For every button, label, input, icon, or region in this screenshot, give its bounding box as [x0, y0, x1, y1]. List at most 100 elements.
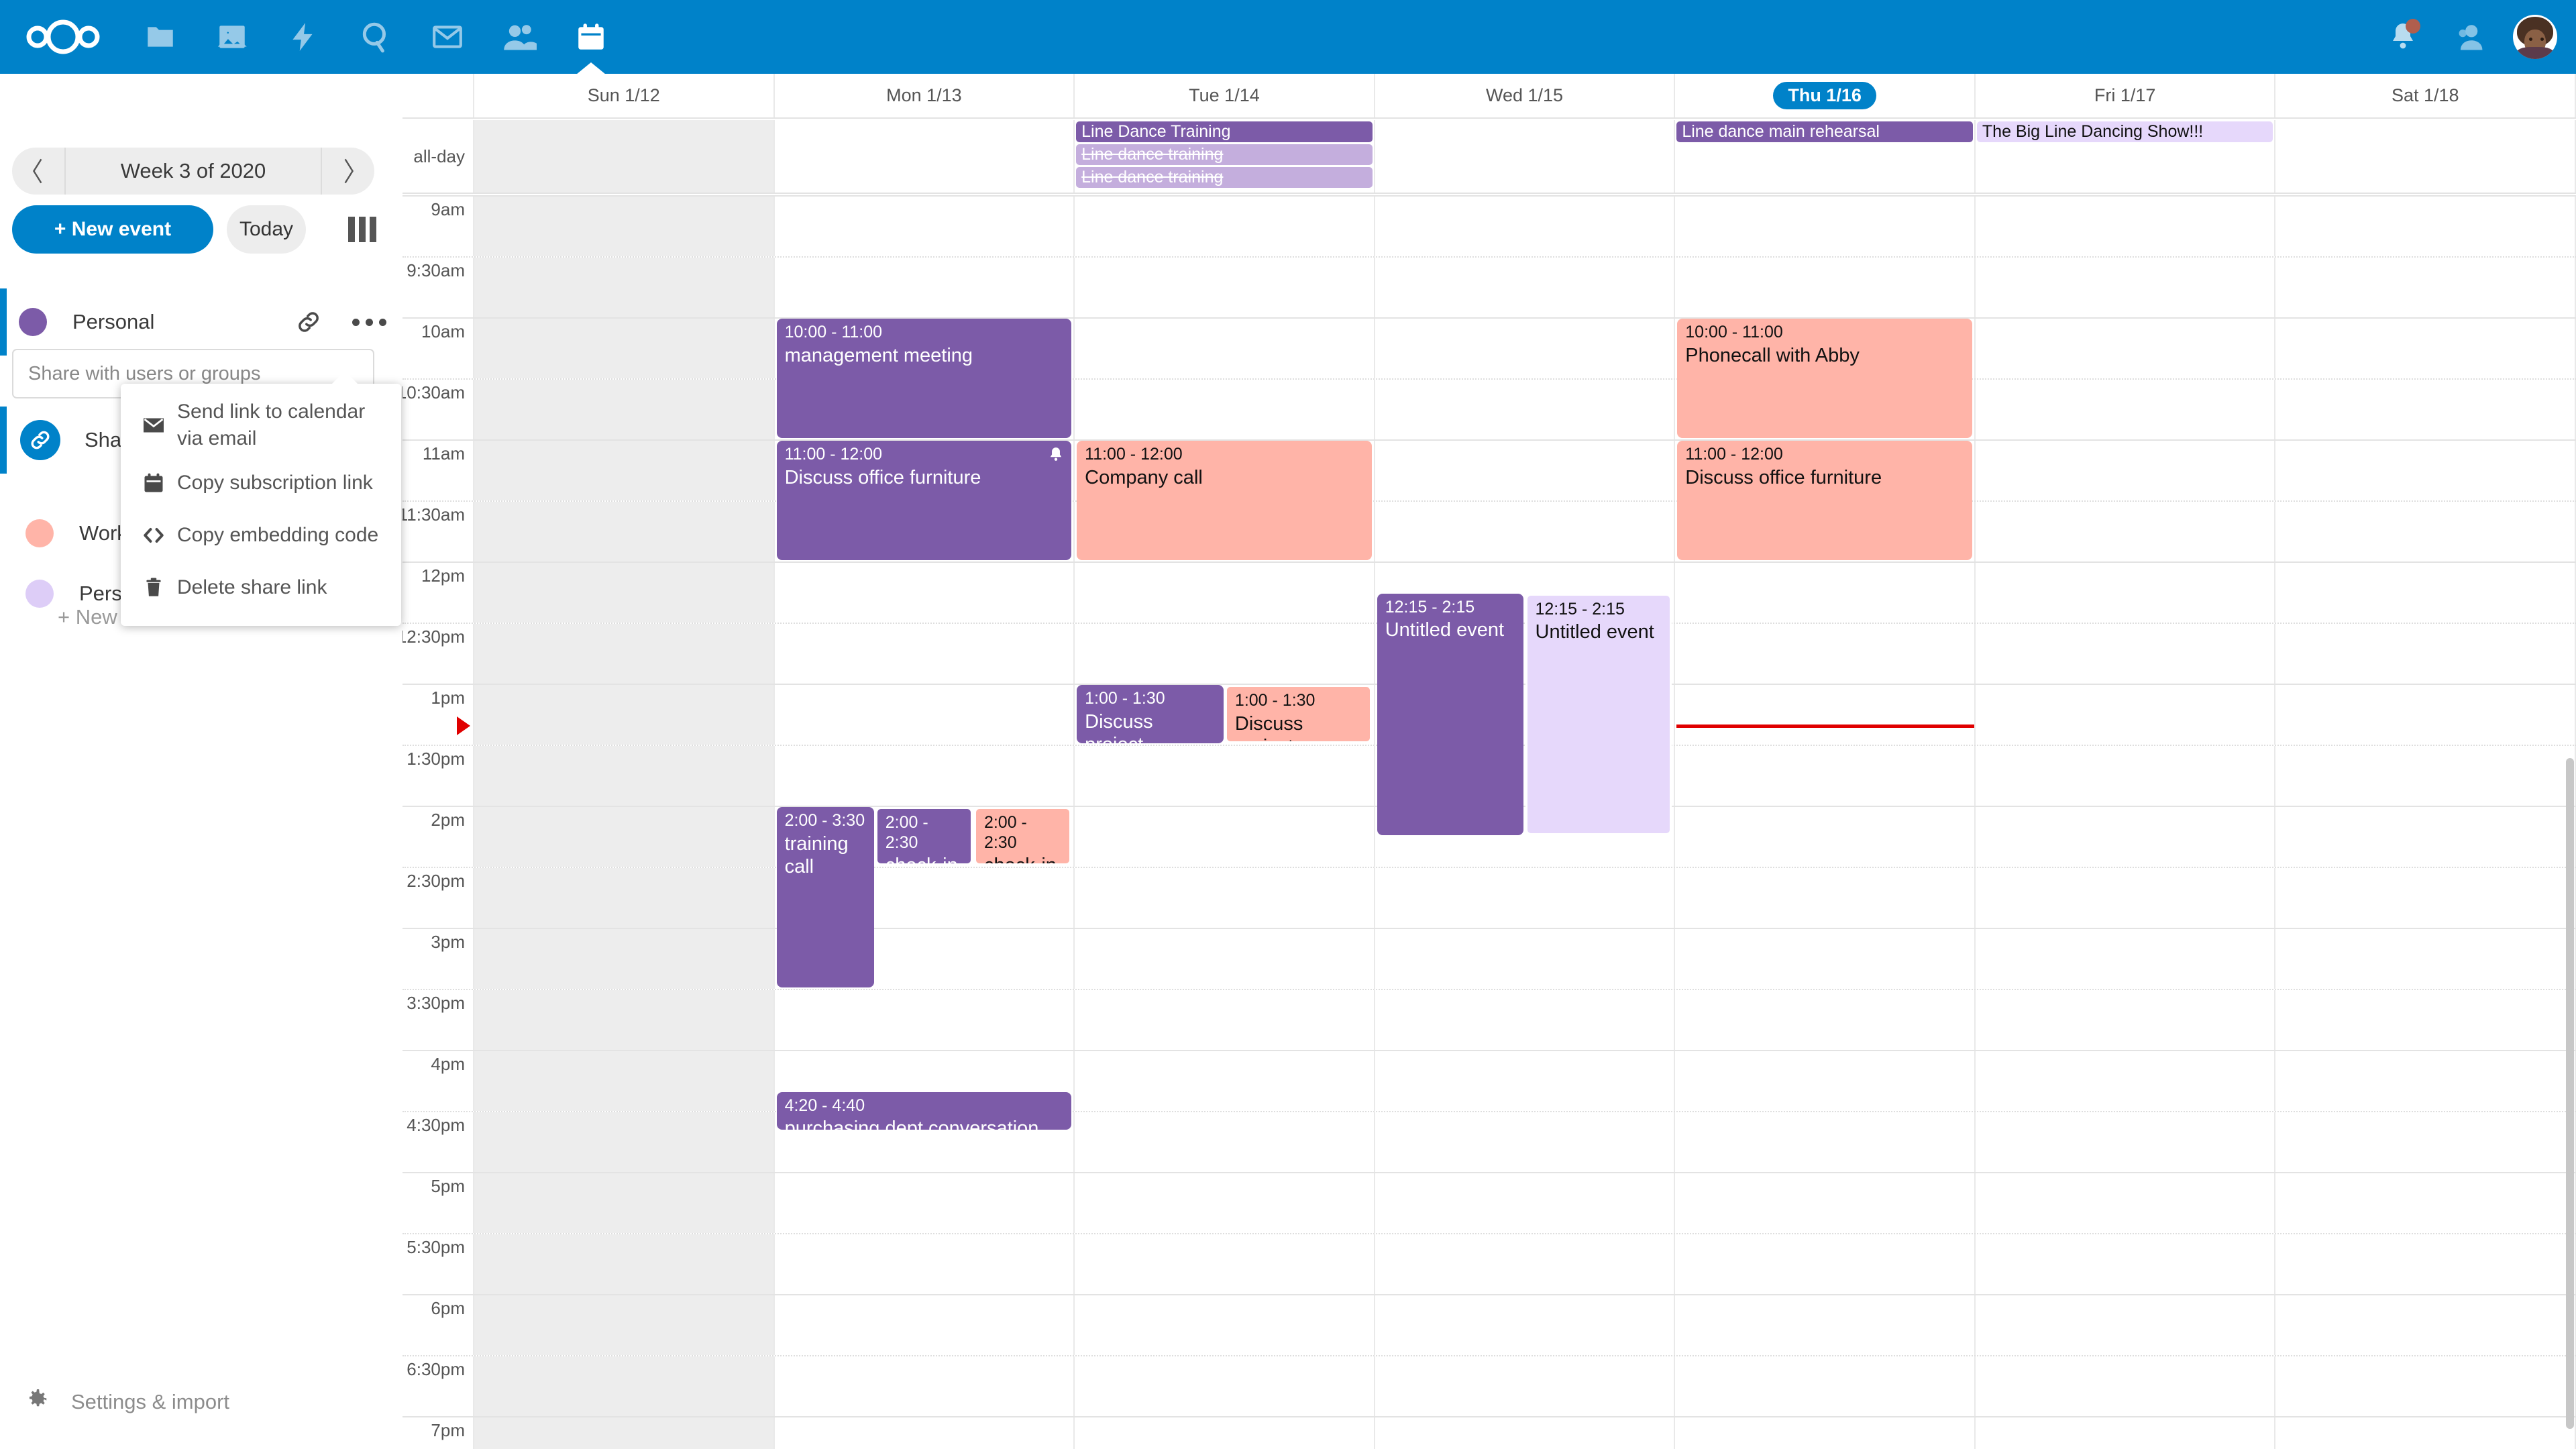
time-slot-cell[interactable] — [1375, 1234, 1676, 1294]
time-slot-cell[interactable] — [1976, 1051, 2276, 1111]
time-slot-cell[interactable] — [1075, 380, 1375, 439]
files-icon[interactable] — [124, 0, 196, 74]
time-slot-cell[interactable] — [474, 502, 775, 561]
time-slot-cell[interactable] — [474, 1173, 775, 1233]
time-slot-cell[interactable] — [1675, 807, 1976, 867]
time-slot-cell[interactable] — [775, 197, 1075, 256]
time-slot-cell[interactable] — [474, 258, 775, 317]
time-slot-cell[interactable] — [1075, 990, 1375, 1050]
calendar-event[interactable]: 2:00 - 2:30 check-in — [875, 807, 973, 865]
time-slot-cell[interactable] — [1675, 1112, 1976, 1172]
time-slot-cell[interactable] — [1375, 1295, 1676, 1355]
time-slot-cell[interactable] — [1675, 563, 1976, 623]
time-slot-cell[interactable] — [1976, 380, 2276, 439]
calendar-event[interactable]: 2:00 - 3:30 training call — [776, 807, 874, 987]
time-slot-cell[interactable] — [1976, 319, 2276, 378]
day-header-3[interactable]: Wed 1/15 — [1375, 74, 1676, 117]
time-slot-cell[interactable] — [775, 1112, 1075, 1172]
menu-item-copy-embedding-code[interactable]: Copy embedding code — [121, 509, 401, 561]
time-slot-cell[interactable] — [2275, 685, 2576, 745]
time-slot-cell[interactable] — [1976, 868, 2276, 928]
time-slot-cell[interactable] — [474, 319, 775, 378]
time-slot-cell[interactable] — [1976, 1295, 2276, 1355]
previous-week-button[interactable] — [12, 148, 64, 195]
time-slot-cell[interactable] — [474, 807, 775, 867]
time-slot-cell[interactable] — [1675, 1173, 1976, 1233]
time-slot-cell[interactable] — [1075, 1173, 1375, 1233]
time-slot-cell[interactable] — [1375, 563, 1676, 623]
time-slot-cell[interactable] — [1675, 441, 1976, 500]
time-slot-cell[interactable] — [775, 807, 1075, 867]
time-slot-cell[interactable] — [1075, 1417, 1375, 1449]
time-slot-cell[interactable] — [775, 1173, 1075, 1233]
all-day-cell-6[interactable] — [2275, 120, 2576, 193]
time-slot-cell[interactable] — [1976, 1112, 2276, 1172]
time-slot-cell[interactable] — [775, 1295, 1075, 1355]
time-slot-cell[interactable] — [1375, 1173, 1676, 1233]
time-slot-cell[interactable] — [1375, 685, 1676, 745]
time-slot-cell[interactable] — [474, 868, 775, 928]
column-view-icon[interactable] — [335, 205, 389, 254]
time-slot-cell[interactable] — [1375, 929, 1676, 989]
time-slot-cell[interactable] — [775, 746, 1075, 806]
time-slot-cell[interactable] — [1675, 685, 1976, 745]
time-slot-cell[interactable] — [474, 1051, 775, 1111]
time-slot-cell[interactable] — [1976, 502, 2276, 561]
time-slot-cell[interactable] — [474, 990, 775, 1050]
sidebar-item-calendar-personal[interactable]: Personal — [0, 288, 402, 356]
time-slot-cell[interactable] — [2275, 929, 2576, 989]
calendar-event[interactable]: 10:00 - 11:00 management meeting — [776, 319, 1072, 438]
time-slot-cell[interactable] — [1375, 807, 1676, 867]
calendar-more-icon[interactable] — [347, 301, 390, 343]
time-slot-cell[interactable] — [1976, 1234, 2276, 1294]
time-slot-cell[interactable] — [2275, 1173, 2576, 1233]
time-slot-cell[interactable] — [474, 1417, 775, 1449]
calendar-event[interactable]: 1:00 - 1:30 Discuss project announcement — [1077, 685, 1224, 743]
time-slot-cell[interactable] — [1675, 1295, 1976, 1355]
time-slot-cell[interactable] — [1976, 746, 2276, 806]
time-slot-cell[interactable] — [2275, 624, 2576, 684]
time-slot-cell[interactable] — [474, 197, 775, 256]
time-slot-cell[interactable] — [1976, 929, 2276, 989]
time-slot-cell[interactable] — [1675, 258, 1976, 317]
time-slot-cell[interactable] — [2275, 1051, 2576, 1111]
time-slot-cell[interactable] — [474, 1356, 775, 1416]
time-slot-cell[interactable] — [1675, 1417, 1976, 1449]
time-slot-cell[interactable] — [775, 1417, 1075, 1449]
time-slot-cell[interactable] — [1375, 258, 1676, 317]
time-slot-cell[interactable] — [1375, 868, 1676, 928]
notifications-bell-icon[interactable] — [2369, 0, 2436, 74]
time-slot-cell[interactable] — [1375, 1051, 1676, 1111]
menu-item-copy-subscription-link[interactable]: Copy subscription link — [121, 457, 401, 509]
time-slot-cell[interactable] — [775, 441, 1075, 500]
day-header-4[interactable]: Thu 1/16 — [1675, 74, 1976, 117]
photos-icon[interactable] — [196, 0, 268, 74]
time-slot-cell[interactable] — [1075, 441, 1375, 500]
time-slot-cell[interactable] — [1075, 258, 1375, 317]
time-slot-cell[interactable] — [1976, 624, 2276, 684]
user-avatar[interactable] — [2513, 15, 2557, 59]
time-slot-cell[interactable] — [474, 1295, 775, 1355]
all-day-event[interactable]: Line dance training — [1076, 144, 1373, 165]
time-slot-cell[interactable] — [775, 1356, 1075, 1416]
time-slot-cell[interactable] — [2275, 1295, 2576, 1355]
day-header-1[interactable]: Mon 1/13 — [775, 74, 1075, 117]
time-slot-cell[interactable] — [474, 563, 775, 623]
calendar-event[interactable]: 4:20 - 4:40 purchasing dept conversation — [776, 1091, 1072, 1130]
search-icon[interactable] — [339, 0, 411, 74]
time-slot-cell[interactable] — [1675, 929, 1976, 989]
time-slot-cell[interactable] — [1375, 1417, 1676, 1449]
calendar-event[interactable]: 2:00 - 2:30 check-in — [973, 807, 1072, 865]
time-slot-cell[interactable] — [1075, 868, 1375, 928]
time-slot-cell[interactable] — [775, 685, 1075, 745]
all-day-cell-0[interactable] — [474, 120, 775, 193]
calendar-icon[interactable] — [555, 0, 627, 74]
time-slot-cell[interactable] — [1675, 624, 1976, 684]
time-slot-cell[interactable] — [1375, 746, 1676, 806]
all-day-cell-3[interactable] — [1375, 120, 1676, 193]
time-slot-cell[interactable] — [2275, 502, 2576, 561]
time-slot-cell[interactable] — [1675, 990, 1976, 1050]
time-slot-cell[interactable] — [1075, 1295, 1375, 1355]
time-slot-cell[interactable] — [1075, 624, 1375, 684]
time-slot-cell[interactable] — [1976, 258, 2276, 317]
